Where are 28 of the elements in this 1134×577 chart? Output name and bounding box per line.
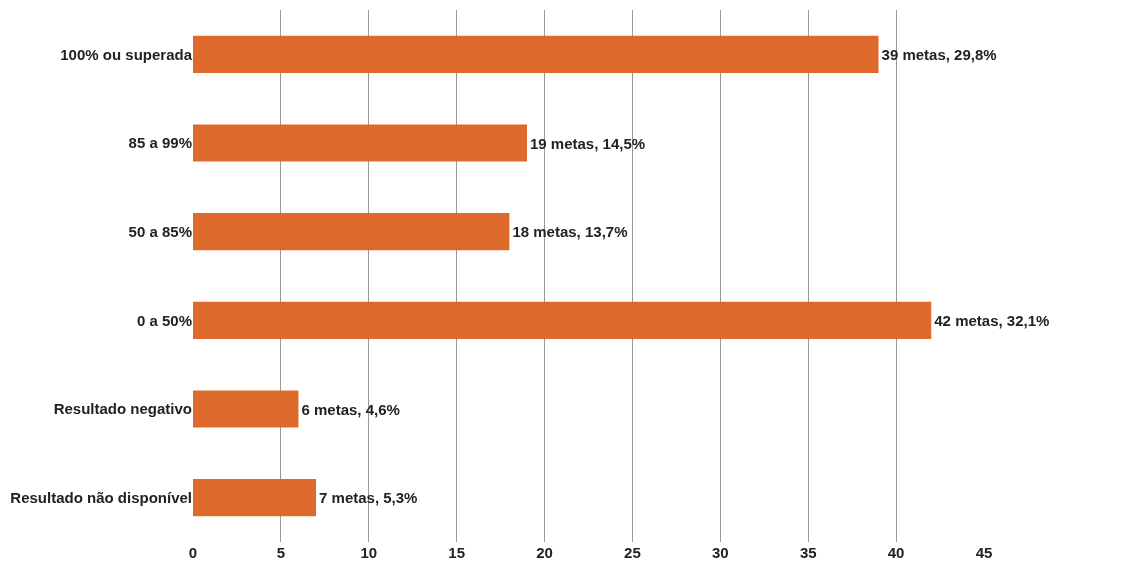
y-tick-label: Resultado não disponível [10,488,192,506]
data-label: 42 metas, 32,1% [934,311,1050,329]
x-tick-label: 5 [276,544,286,561]
x-tick-label: 45 [975,544,993,561]
bar [193,213,510,251]
x-tick-label: 30 [711,544,729,561]
x-tick-label: 40 [887,544,905,561]
bar [193,35,879,73]
y-tick-label: 50 a 85% [128,222,192,240]
bar [193,301,932,339]
y-tick-label: 85 a 99% [128,134,192,152]
y-tick-label: 100% ou superada [60,45,193,63]
bar [193,390,299,428]
data-label: 18 metas, 13,7% [512,223,628,241]
y-tick-label: 0 a 50% [136,311,192,329]
data-label: 39 metas, 29,8% [881,45,997,63]
x-tick-label: 25 [624,544,641,561]
x-tick-label: 15 [448,544,466,561]
data-label: 7 metas, 5,3% [319,489,418,507]
bar [193,124,527,162]
y-tick-label: Resultado negativo [53,400,192,418]
data-label: 6 metas, 4,6% [301,400,400,418]
bar [193,479,317,517]
x-tick-label: 35 [799,544,817,561]
data-label: 19 metas, 14,5% [529,134,646,152]
x-tick-label: 0 [188,544,198,561]
x-tick-label: 10 [360,544,378,561]
x-tick-label: 20 [536,544,553,561]
